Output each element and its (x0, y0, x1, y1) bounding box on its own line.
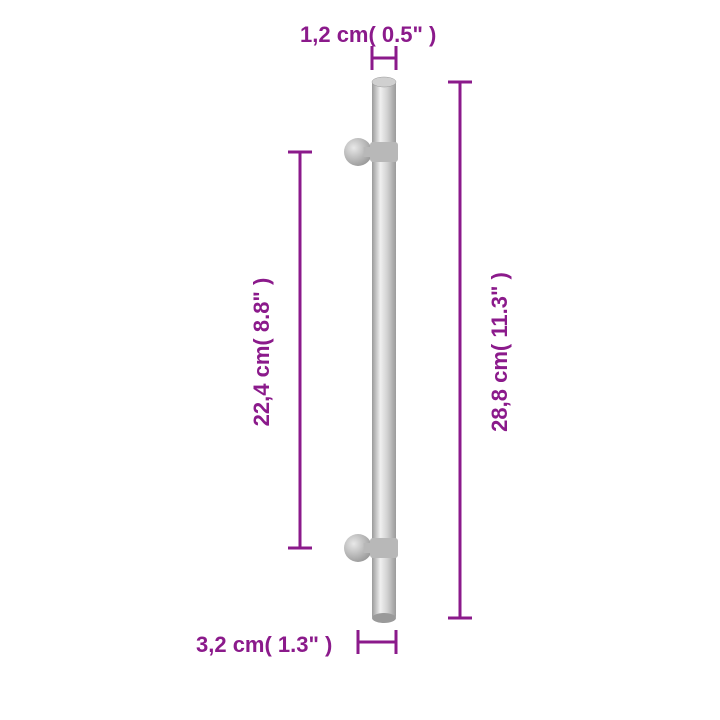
handle-bar (372, 82, 396, 618)
dimension-diagram (0, 0, 720, 720)
dim-label-right-height: 28,8 cm( 11.3" ) (487, 252, 513, 452)
dim-label-top-width: 1,2 cm( 0.5" ) (300, 22, 436, 48)
mount-bottom (344, 534, 398, 562)
handle-cap-bottom (372, 613, 396, 623)
handle-cap-top (372, 77, 396, 87)
dim-label-bottom-width: 3,2 cm( 1.3" ) (196, 632, 332, 658)
mount-top (344, 138, 398, 166)
handle-product (344, 77, 398, 623)
dim-label-left-height: 22,4 cm( 8.8" ) (249, 252, 275, 452)
